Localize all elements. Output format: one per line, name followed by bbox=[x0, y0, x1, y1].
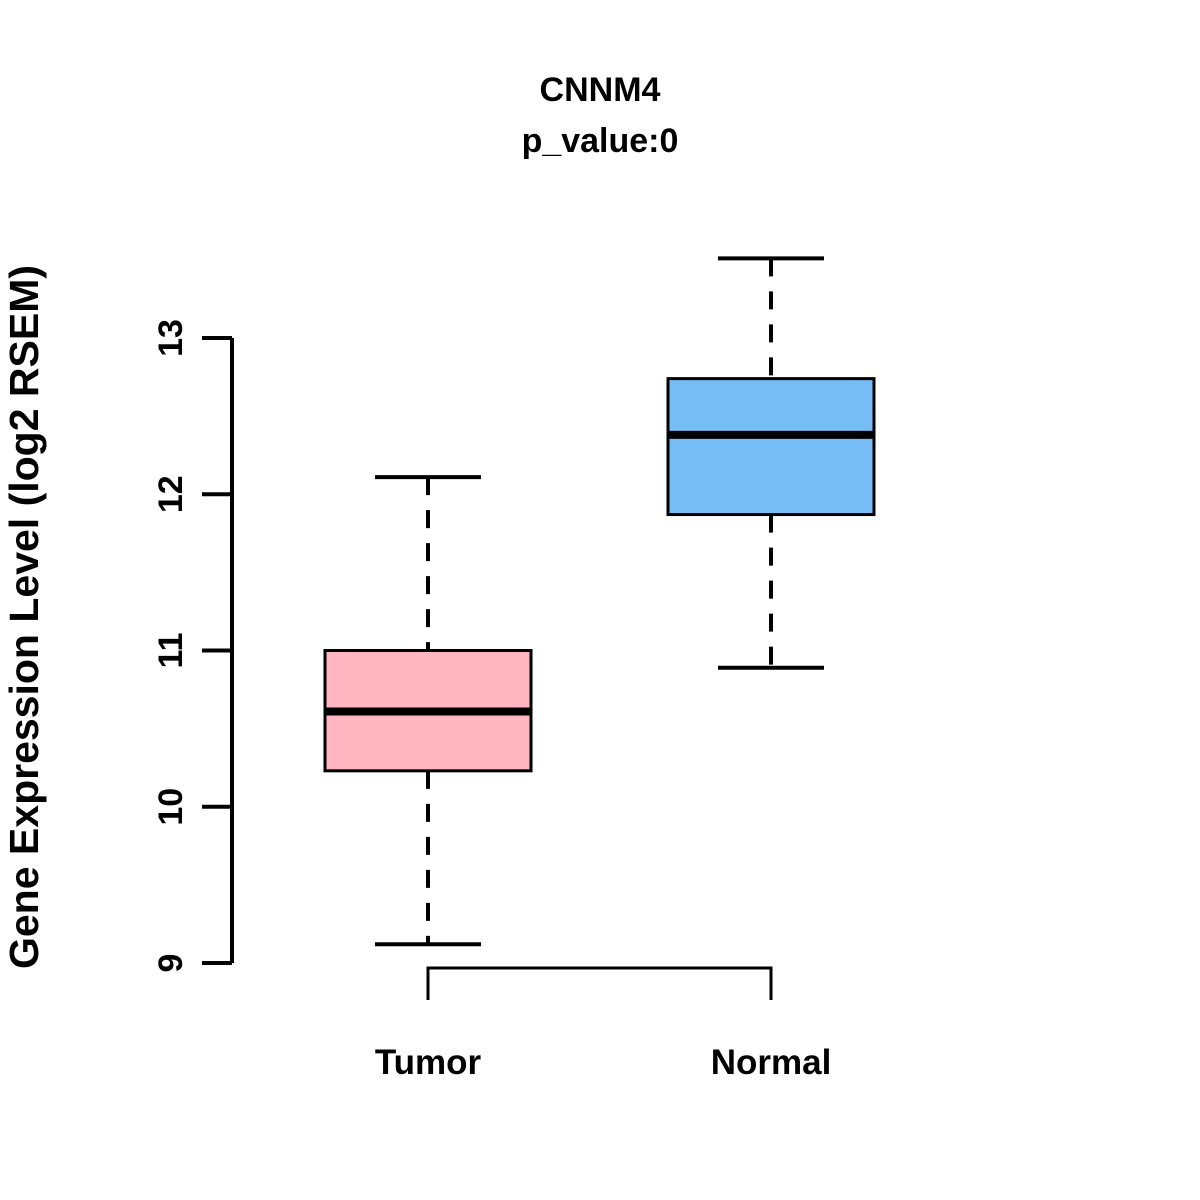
y-tick-label: 9 bbox=[152, 954, 190, 973]
y-tick-label: 13 bbox=[152, 319, 190, 357]
x-axis-bracket-line bbox=[426, 966, 773, 1000]
normal-box bbox=[666, 377, 876, 517]
x-category-label-normal: Normal bbox=[711, 1043, 832, 1082]
tumor-boxplot bbox=[323, 475, 533, 947]
chart-title: CNNM4 bbox=[540, 71, 661, 109]
x-axis-labels: Tumor Normal bbox=[375, 1043, 831, 1082]
x-axis-bracket bbox=[426, 966, 773, 1000]
y-tick-label: 10 bbox=[152, 788, 190, 826]
y-tick-label: 11 bbox=[152, 633, 190, 669]
y-axis: 9 10 11 12 13 bbox=[152, 319, 234, 973]
boxplots bbox=[323, 256, 876, 947]
normal-boxplot bbox=[666, 256, 876, 670]
x-category-label-tumor: Tumor bbox=[375, 1043, 482, 1082]
y-axis-title: Gene Expression Level (log2 RSEM) bbox=[1, 265, 47, 969]
chart-subtitle: p_value:0 bbox=[522, 122, 679, 160]
y-tick-label: 12 bbox=[152, 475, 190, 513]
